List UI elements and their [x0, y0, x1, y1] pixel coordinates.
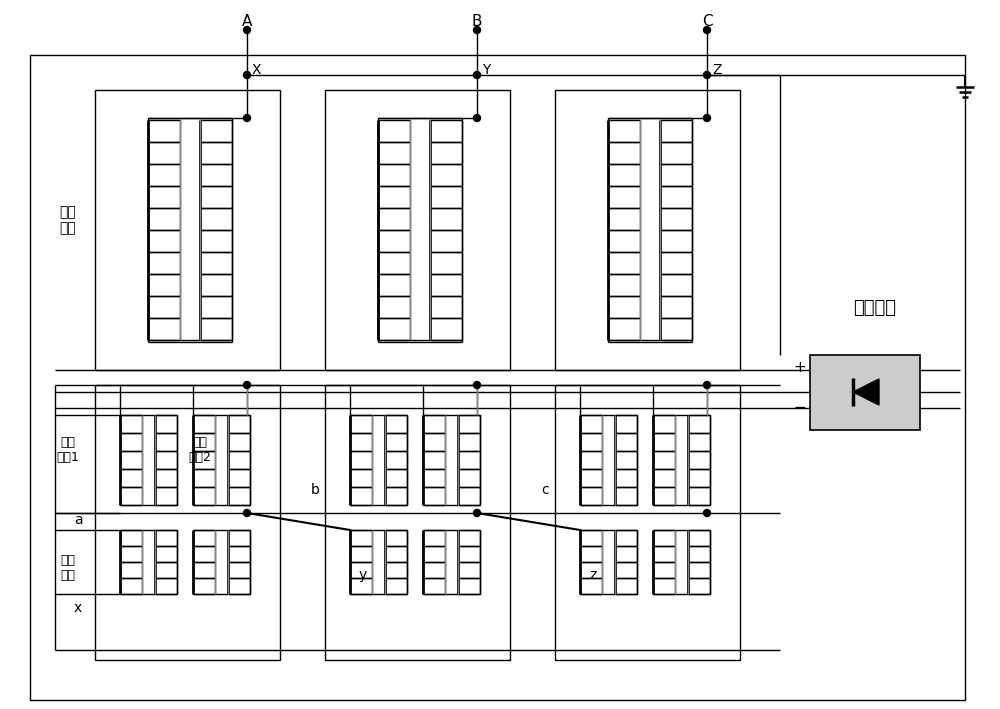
Text: 补偿
绕组: 补偿 绕组: [60, 554, 76, 582]
Text: 控制
绕组2: 控制 绕组2: [189, 436, 211, 464]
Text: c: c: [541, 483, 549, 497]
Circle shape: [244, 510, 250, 516]
Text: 整流装置: 整流装置: [854, 299, 896, 317]
Bar: [555, 90, 740, 370]
Circle shape: [244, 381, 250, 389]
Circle shape: [474, 381, 480, 389]
Bar: [810, 355, 920, 430]
Text: z: z: [589, 568, 597, 582]
Circle shape: [704, 26, 710, 33]
Circle shape: [244, 114, 250, 121]
Text: +: +: [794, 360, 806, 376]
Polygon shape: [853, 379, 879, 405]
Bar: [555, 385, 740, 660]
Circle shape: [474, 114, 480, 121]
Circle shape: [244, 72, 250, 79]
Text: b: b: [311, 483, 319, 497]
Text: Z: Z: [712, 63, 722, 77]
Text: Y: Y: [482, 63, 490, 77]
Bar: [325, 385, 510, 660]
Circle shape: [704, 114, 710, 121]
Text: y: y: [359, 568, 367, 582]
Circle shape: [474, 510, 480, 516]
Circle shape: [474, 72, 480, 79]
Text: B: B: [472, 14, 482, 30]
Text: A: A: [242, 14, 252, 30]
Text: C: C: [702, 14, 712, 30]
Circle shape: [474, 26, 480, 33]
Circle shape: [244, 26, 250, 33]
Bar: [325, 90, 510, 370]
Text: x: x: [74, 601, 82, 615]
Circle shape: [704, 381, 710, 389]
Bar: [95, 90, 280, 370]
Text: 控制
绕组1: 控制 绕组1: [57, 436, 79, 464]
Text: 网侧
绕组: 网侧 绕组: [60, 205, 76, 235]
Text: a: a: [74, 513, 82, 527]
Bar: [95, 385, 280, 660]
Text: −: −: [794, 401, 806, 415]
Circle shape: [704, 510, 710, 516]
Circle shape: [704, 72, 710, 79]
Text: X: X: [252, 63, 262, 77]
